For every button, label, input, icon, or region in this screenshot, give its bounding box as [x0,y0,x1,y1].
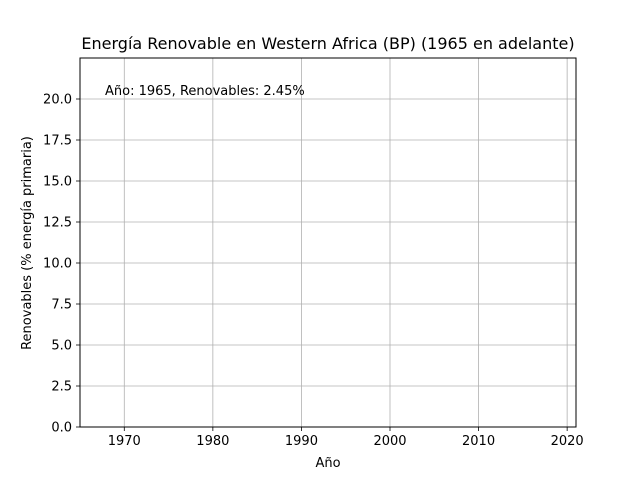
y-tick-label: 15.0 [43,175,72,190]
x-tick-label: 1980 [196,434,229,449]
plot-area-frame [79,57,577,428]
y-tick-label: 17.5 [43,134,72,149]
y-tick-label: 2.5 [51,380,72,395]
axis-ticks: 1970 1980 1990 2000 2010 2020 0.0 2.5 5.0 7.5 10.0… [43,93,584,450]
y-tick-label: 20.0 [43,93,72,108]
grid [80,58,576,428]
x-tick-label: 1970 [108,434,141,449]
y-tick-label: 12.5 [43,216,72,231]
chart-title: Energía Renovable en Western Africa (BP)… [81,34,574,53]
y-tick-label: 5.0 [51,339,72,354]
y-tick-label: 7.5 [51,298,72,313]
x-axis-label: Año [315,456,340,471]
annotation-text: Año: 1965, Renovables: 2.45% [105,84,305,99]
x-tick-label: 2010 [462,434,495,449]
y-tick-label: 0.0 [51,421,72,436]
y-tick-label: 10.0 [43,257,72,272]
y-axis-label: Renovables (% energía primaria) [20,136,35,350]
x-tick-label: 2000 [373,434,406,449]
x-tick-label: 1990 [285,434,318,449]
x-tick-label: 2020 [551,434,584,449]
